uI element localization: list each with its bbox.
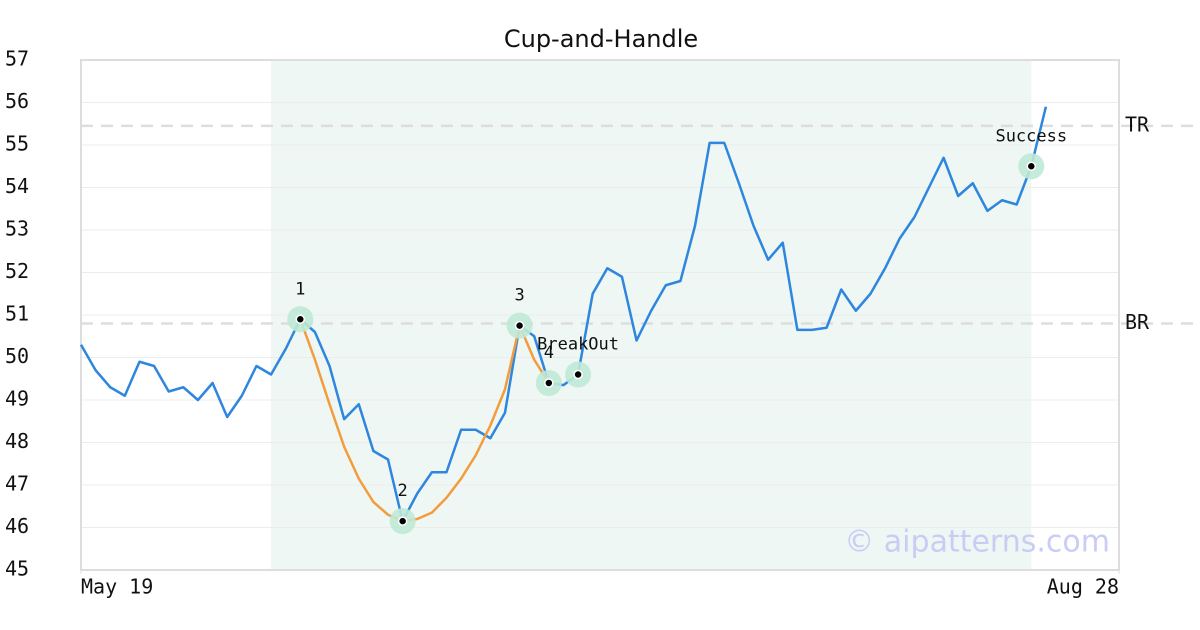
plot-frame <box>80 59 1120 571</box>
point-label: 3 <box>514 286 524 306</box>
y-tick-label: 50 <box>5 344 29 368</box>
point-label: 4 <box>544 343 554 363</box>
point-label: Success <box>995 126 1067 146</box>
y-tick-label: 48 <box>5 429 29 453</box>
point-marker <box>514 320 525 331</box>
y-tick-label: 46 <box>5 514 29 538</box>
y-tick-label: 53 <box>5 217 29 241</box>
level-label: TR <box>1125 112 1150 136</box>
y-tick-label: 49 <box>5 387 29 411</box>
x-tick-label: May 19 <box>81 575 153 599</box>
point-marker <box>544 378 554 388</box>
point-marker <box>1026 161 1037 171</box>
watermark: © aipatterns.com <box>844 525 1110 560</box>
y-tick-label: 45 <box>5 557 29 581</box>
y-tick-label: 57 <box>5 47 29 71</box>
level-label: BR <box>1125 310 1150 334</box>
point-label: 1 <box>295 279 305 299</box>
y-tick-label: 52 <box>5 259 29 283</box>
point-marker <box>573 369 583 380</box>
y-tick-label: 47 <box>5 472 29 496</box>
point-label: 2 <box>398 481 408 501</box>
y-tick-label: 54 <box>5 174 29 198</box>
series-line <box>299 318 550 523</box>
point-marker <box>295 314 306 324</box>
x-tick-label: Aug 28 <box>1047 575 1119 599</box>
y-tick-label: 56 <box>5 89 29 113</box>
series-line <box>79 106 1048 523</box>
y-tick-label: 55 <box>5 132 29 156</box>
point-label: BreakOut <box>537 335 619 355</box>
chart-title: Cup-and-Handle <box>504 25 698 53</box>
point-marker <box>397 516 408 526</box>
y-tick-label: 51 <box>5 302 29 326</box>
